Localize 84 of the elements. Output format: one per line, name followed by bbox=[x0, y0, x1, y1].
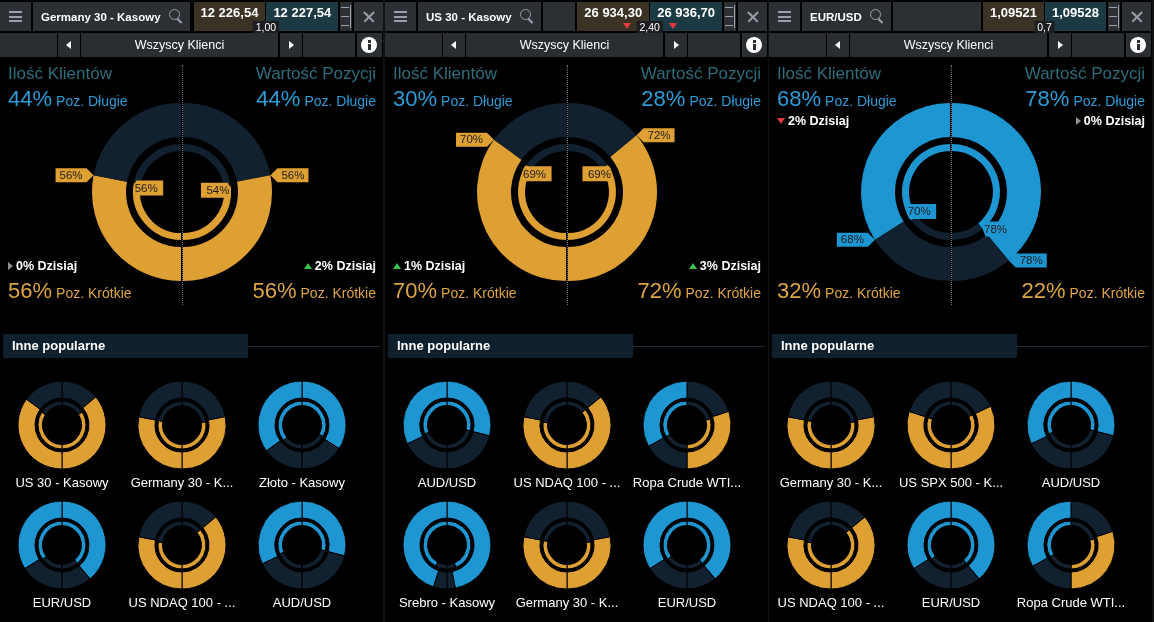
text: US 30 - Kasowy bbox=[15, 475, 109, 490]
text: EUR/USD bbox=[32, 595, 92, 610]
data-label: 70% bbox=[393, 278, 438, 303]
slice-label: Poz. Krótkie bbox=[56, 285, 132, 301]
data-label: 78% bbox=[984, 222, 1008, 235]
data-label: 44% bbox=[256, 86, 301, 111]
text: US SPX 500 - K... bbox=[898, 475, 1004, 490]
text: US NDAQ 100 - ... bbox=[776, 595, 886, 611]
data-label: 69% bbox=[587, 167, 611, 180]
chart-title: Wartość Pozycji bbox=[255, 64, 376, 84]
data-label: 78% bbox=[1025, 86, 1070, 111]
text: 56% bbox=[281, 168, 305, 181]
text: 26 936,70 bbox=[657, 5, 715, 20]
text: 12 226,54 bbox=[200, 5, 259, 20]
text: AUD/USD bbox=[272, 595, 332, 610]
chart-title: Wartość Pozycji bbox=[1024, 64, 1145, 84]
slice-label: Poz. Krótkie bbox=[1069, 285, 1145, 301]
text: Wszyscy Klienci bbox=[850, 33, 1047, 57]
text: 70% bbox=[459, 133, 484, 146]
text: Inne popularne bbox=[3, 334, 248, 358]
data-label: 28% bbox=[641, 86, 686, 111]
slice-label: Poz. Długie bbox=[56, 93, 128, 109]
text: AUD/USD bbox=[1041, 475, 1101, 490]
text: EUR/USD bbox=[921, 595, 981, 610]
slice-label: Poz. Długie bbox=[304, 93, 376, 109]
text: 26 934,30 bbox=[584, 5, 643, 20]
data-label: 22% bbox=[1021, 278, 1066, 303]
data-label: 68% bbox=[777, 86, 822, 111]
text: 1,09521 bbox=[990, 5, 1037, 20]
data-label: 44% bbox=[8, 86, 53, 111]
slice-label: Poz. Krótkie bbox=[825, 285, 901, 301]
text: Wszyscy Klienci bbox=[466, 33, 663, 57]
text: Germany 30 - K... bbox=[129, 475, 235, 491]
slice-label: Poz. Krótkie bbox=[441, 285, 517, 301]
text: 72% bbox=[647, 128, 671, 141]
slice-label: Poz. Krótkie bbox=[685, 285, 761, 301]
text: Ropa Crude WTI... bbox=[1015, 595, 1127, 611]
slice-label: Poz. Długie bbox=[1073, 93, 1145, 109]
chart-title: Ilość Klientów bbox=[777, 64, 881, 84]
text: Wszyscy Klienci bbox=[81, 33, 278, 57]
data-label: 30% bbox=[393, 86, 438, 111]
text: Germany 30 - K... bbox=[779, 475, 883, 490]
chart-title: Ilość Klientów bbox=[8, 64, 112, 84]
text: Inne popularne bbox=[772, 334, 1017, 358]
data-label: 56% bbox=[134, 181, 158, 194]
data-label: 69% bbox=[523, 167, 547, 180]
text: 0,7 bbox=[1034, 21, 1055, 33]
text: 56% bbox=[59, 168, 83, 181]
text: 2% Dzisiaj bbox=[788, 114, 850, 128]
data-label: 54% bbox=[206, 183, 230, 196]
text: EUR/USD bbox=[810, 10, 862, 23]
slice-label: Poz. Krótkie bbox=[300, 285, 376, 301]
text: Germany 30 - K... bbox=[515, 595, 619, 610]
text: Srebro - Kasowy bbox=[398, 595, 496, 610]
data-label: 56% bbox=[8, 278, 53, 303]
text: 12 227,54 bbox=[273, 5, 332, 20]
text: 1% Dzisiaj bbox=[404, 259, 466, 273]
text: 2,40 bbox=[636, 21, 663, 33]
chart-title: Ilość Klientów bbox=[393, 64, 497, 84]
text: Germany 30 - Kasowy bbox=[41, 10, 161, 23]
text: 1,09528 bbox=[1052, 5, 1099, 20]
text: 68% bbox=[840, 233, 864, 246]
slice-label: Poz. Długie bbox=[825, 93, 897, 109]
text: US 30 - Kasowy bbox=[426, 10, 512, 23]
text: 2% Dzisiaj bbox=[314, 259, 376, 273]
data-label: 72% bbox=[637, 278, 682, 303]
data-label: 32% bbox=[777, 278, 822, 303]
text: Inne popularne bbox=[388, 334, 633, 358]
text: Złoto - Kasowy bbox=[259, 475, 345, 490]
text: 0% Dzisiaj bbox=[16, 259, 78, 273]
data-label: 56% bbox=[252, 278, 297, 303]
data-label: 70% bbox=[907, 205, 931, 218]
text: EUR/USD bbox=[657, 595, 717, 610]
text: 78% bbox=[1019, 254, 1043, 267]
text: 1,00 bbox=[252, 21, 280, 33]
text: Ropa Crude WTI... bbox=[632, 475, 742, 490]
chart-title: Wartość Pozycji bbox=[640, 64, 761, 84]
text: US NDAQ 100 - ... bbox=[513, 475, 621, 490]
text: US NDAQ 100 - ... bbox=[127, 595, 237, 611]
slice-label: Poz. Długie bbox=[689, 93, 761, 109]
text: 3% Dzisiaj bbox=[699, 259, 761, 273]
text: AUD/USD bbox=[417, 475, 477, 490]
text: 0% Dzisiaj bbox=[1083, 114, 1145, 128]
slice-label: Poz. Długie bbox=[441, 93, 513, 109]
